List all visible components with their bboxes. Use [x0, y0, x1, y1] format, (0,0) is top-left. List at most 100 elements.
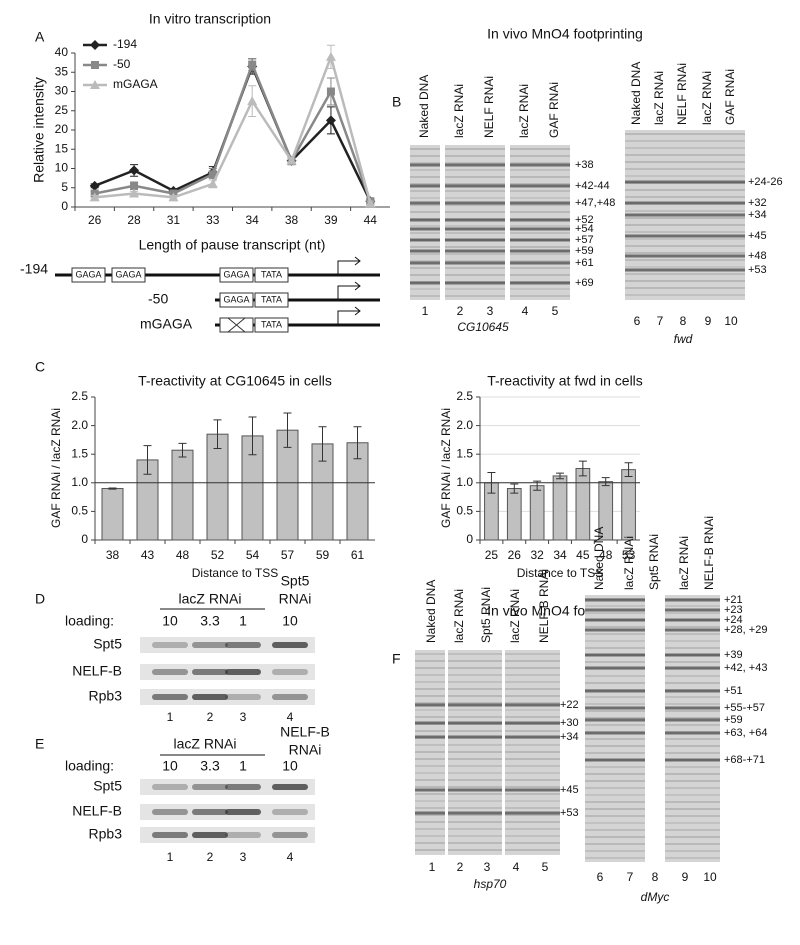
blot-label: Rpb3 — [89, 688, 123, 704]
lane-number: 3 — [240, 850, 247, 864]
x-tick-label: 52 — [211, 548, 225, 562]
lane-number: 5 — [542, 860, 549, 874]
x-tick-label: 32 — [530, 548, 544, 562]
lane-number: 4 — [287, 850, 294, 864]
x-tick-label: 38 — [106, 548, 120, 562]
lane-number: 9 — [682, 870, 689, 884]
error-bar — [248, 416, 257, 456]
element-label: TATA — [261, 319, 282, 329]
panel-letter: E — [35, 736, 44, 752]
lane-number: 8 — [652, 870, 659, 884]
blot-band — [272, 642, 308, 648]
error-bar — [624, 462, 633, 478]
loading-value: 10 — [162, 758, 178, 774]
lane-label: lacZ RNAi — [452, 589, 466, 643]
element-box — [254, 267, 289, 283]
blot-label: Rpb3 — [89, 826, 123, 842]
y-tick-label: 10 — [55, 161, 69, 175]
lane-number: 10 — [703, 870, 717, 884]
x-tick-label: 31 — [167, 213, 181, 227]
bar — [101, 488, 124, 541]
lane-number: 3 — [487, 304, 494, 318]
marker — [89, 180, 100, 191]
error-bar — [108, 487, 117, 490]
lane-label: lacZ RNAi — [452, 84, 466, 138]
error-bar — [178, 442, 187, 458]
lane-number: 4 — [522, 304, 529, 318]
bar — [506, 488, 522, 541]
x-axis-label: Distance to TSS — [517, 566, 603, 580]
y-tick-label: 35 — [55, 64, 69, 78]
loading-label: loading: — [65, 758, 114, 774]
bar — [529, 485, 545, 541]
band-label: +59 — [724, 714, 743, 726]
element-label: GAGA — [223, 269, 249, 279]
lane-number: 2 — [207, 850, 214, 864]
gel-strip — [585, 595, 645, 862]
chart-title: T-reactivity at CG10645 in cells — [138, 373, 332, 389]
x-tick-label: 61 — [351, 548, 365, 562]
band-label: +63, +64 — [724, 727, 767, 739]
marker — [130, 181, 139, 190]
band-label: +47,+48 — [575, 197, 615, 209]
band-label: +34 — [748, 209, 767, 221]
blot-band — [192, 832, 228, 838]
y-axis-label: GAF RNAi / lacZ RNAi — [439, 408, 453, 528]
error-bar — [283, 412, 292, 448]
lane-label: Spt5 RNAi — [647, 534, 661, 590]
loading-value: 10 — [282, 613, 298, 629]
gel-strip — [510, 145, 570, 300]
error-bar — [556, 472, 564, 480]
blot-label: Spt5 — [93, 778, 122, 794]
gel-strip — [665, 595, 720, 862]
band-label: +53 — [748, 264, 767, 276]
chart-title: T-reactivity at fwd in cells — [487, 373, 643, 389]
x-tick-label: 48 — [599, 548, 613, 562]
marker — [129, 165, 140, 176]
element-box — [71, 267, 106, 283]
lane-number: 7 — [627, 870, 634, 884]
loading-label: loading: — [65, 613, 114, 629]
error-bar — [318, 426, 327, 462]
blot-header: NELF-B — [280, 724, 330, 740]
lane-number: 5 — [552, 304, 559, 318]
lane-label: Naked DNA — [592, 527, 606, 590]
y-tick-label: 0 — [61, 199, 68, 213]
marker — [326, 87, 335, 96]
error-bar — [578, 460, 587, 477]
element-box — [111, 267, 146, 283]
lane-label: GAF RNAi — [723, 69, 737, 125]
x-tick-label: 39 — [324, 213, 338, 227]
bar — [621, 469, 636, 541]
lane-number: 10 — [724, 314, 738, 328]
element-label: TATA — [261, 269, 282, 279]
lane-label: NELF-B RNAi — [702, 516, 716, 590]
blot-band — [225, 642, 261, 648]
y-tick-label: 0 — [81, 532, 88, 546]
lane-label: NELF RNAi — [675, 63, 689, 125]
band-label: +21 — [724, 594, 743, 606]
blot-band — [225, 832, 261, 838]
band-label: +30 — [560, 717, 579, 729]
x-tick-label: 26 — [88, 213, 102, 227]
x-tick-label: 59 — [316, 548, 330, 562]
promoter-label: mGAGA — [140, 316, 193, 332]
band-label: +53 — [560, 807, 579, 819]
blot-band — [192, 669, 228, 675]
lane-number: 1 — [422, 304, 429, 318]
y-tick-label: 0.5 — [71, 504, 88, 518]
y-axis-label: Relative intensity — [31, 77, 47, 183]
loading-value: 10 — [162, 613, 178, 629]
legend-marker — [91, 61, 99, 69]
lane-number: 4 — [513, 860, 520, 874]
bar — [552, 475, 568, 541]
lane-number: 9 — [705, 314, 712, 328]
y-tick-label: 2.0 — [456, 418, 473, 432]
band-label: +68-+71 — [724, 754, 765, 766]
tss-arrow — [337, 281, 361, 300]
element-box — [219, 267, 254, 283]
legend-label: -194 — [113, 37, 137, 51]
y-tick-label: 15 — [55, 141, 69, 155]
error-bar — [213, 419, 222, 449]
loading-value: 1 — [239, 613, 247, 629]
